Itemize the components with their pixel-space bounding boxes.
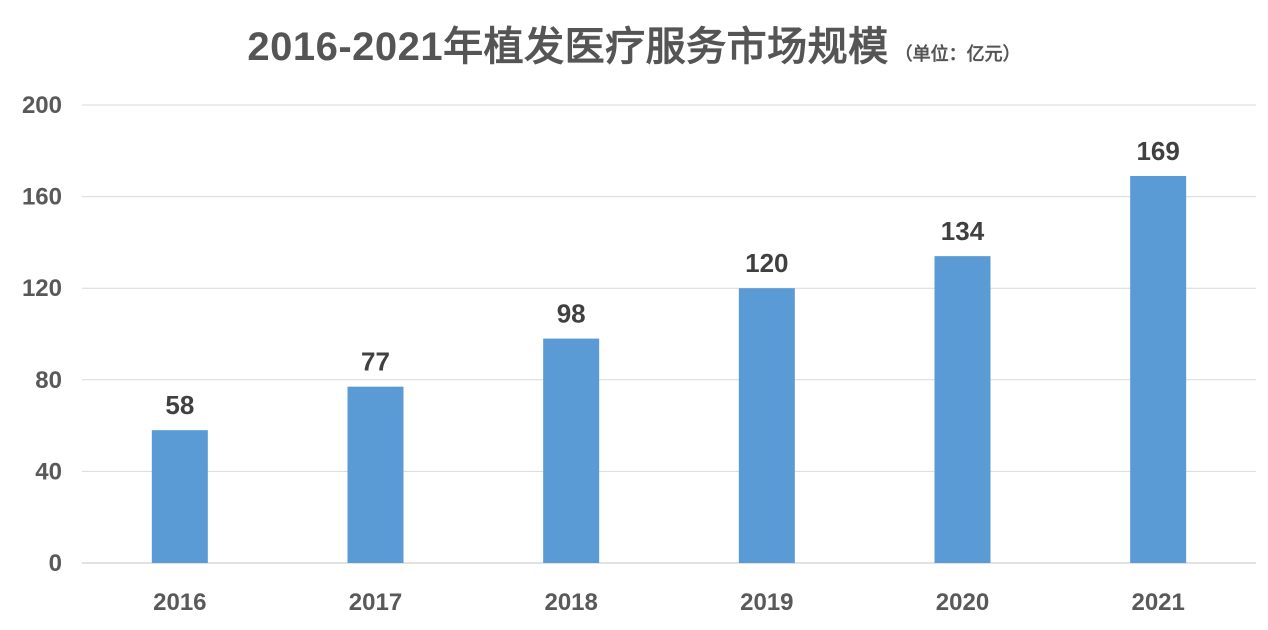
- x-tick-label: 2021: [1131, 589, 1184, 616]
- x-tick-label: 2016: [153, 589, 206, 616]
- y-tick-label: 40: [35, 458, 62, 485]
- x-tick-label: 2017: [349, 589, 402, 616]
- y-tick-label: 160: [22, 184, 62, 211]
- y-tick-label: 80: [35, 367, 62, 394]
- x-tick-label: 2018: [544, 589, 597, 616]
- data-label: 58: [165, 390, 194, 420]
- data-label: 134: [941, 216, 985, 246]
- data-label: 98: [557, 299, 586, 329]
- bar: [543, 338, 600, 563]
- x-tick-label: 2019: [740, 589, 793, 616]
- chart-title: 2016-2021年植发医疗服务市场规模: [247, 25, 889, 69]
- y-tick-label: 120: [22, 275, 62, 302]
- bar: [934, 256, 991, 563]
- chart-title-row: 2016-2021年植发医疗服务市场规模 （单位：亿元）: [0, 14, 1268, 72]
- data-label: 77: [361, 347, 390, 377]
- data-label: 169: [1136, 136, 1179, 166]
- bar: [151, 430, 208, 563]
- bar: [1130, 175, 1187, 564]
- chart-unit-note: （单位：亿元）: [894, 44, 1021, 64]
- bar: [738, 288, 795, 563]
- x-tick-label: 2020: [936, 589, 989, 616]
- y-tick-label: 200: [22, 92, 62, 119]
- y-tick-label: 0: [49, 550, 62, 577]
- data-label: 120: [745, 248, 788, 278]
- bar: [347, 386, 404, 563]
